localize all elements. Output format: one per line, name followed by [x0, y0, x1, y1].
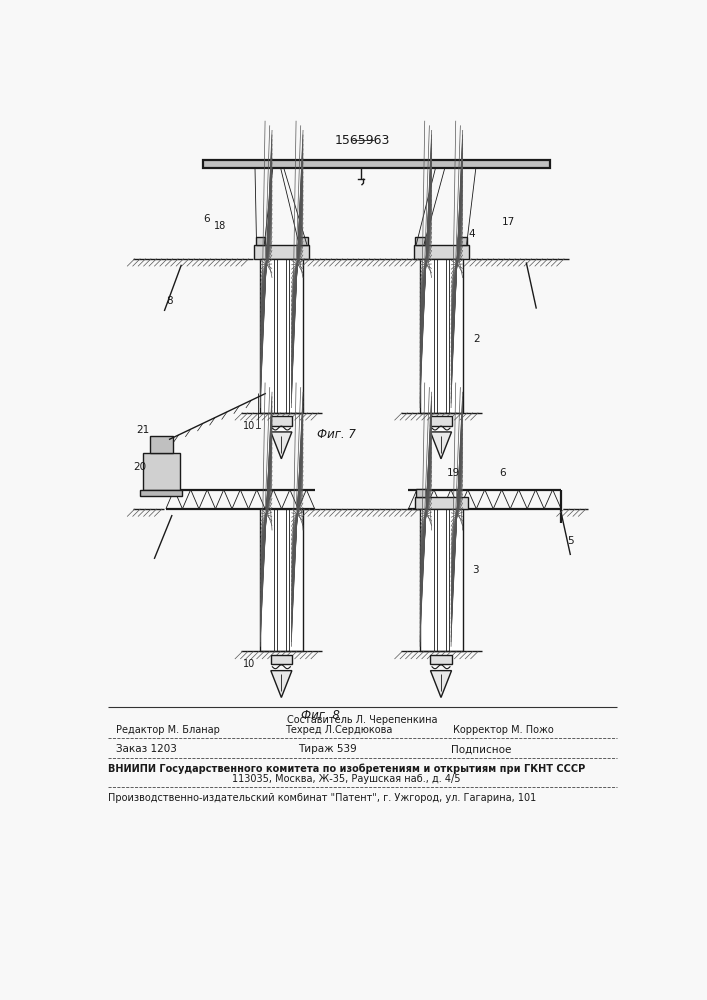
- Text: 4: 4: [468, 229, 474, 239]
- Text: 6: 6: [499, 468, 506, 478]
- Bar: [255, 245, 309, 259]
- Bar: [416, 489, 426, 497]
- Text: Фиг. 8: Фиг. 8: [301, 709, 340, 722]
- Text: 3: 3: [472, 565, 479, 575]
- Text: 1565963: 1565963: [335, 134, 390, 147]
- Bar: [203, 160, 549, 168]
- Bar: [431, 416, 452, 426]
- Polygon shape: [431, 432, 452, 459]
- Bar: [150, 436, 173, 453]
- Bar: [420, 259, 462, 413]
- Text: Редактор М. Бланар: Редактор М. Бланар: [115, 725, 219, 735]
- Text: 17: 17: [502, 217, 515, 227]
- Text: Корректор М. Пожо: Корректор М. Пожо: [452, 725, 554, 735]
- Text: 20: 20: [134, 462, 146, 472]
- Bar: [431, 655, 452, 664]
- Text: Тираж 539: Тираж 539: [298, 744, 356, 754]
- Bar: [143, 453, 180, 490]
- Text: Техред Л.Сердюкова: Техред Л.Сердюкова: [285, 725, 392, 735]
- Bar: [416, 237, 425, 245]
- Bar: [458, 237, 467, 245]
- Polygon shape: [271, 432, 292, 459]
- Polygon shape: [431, 671, 452, 698]
- Bar: [256, 237, 265, 245]
- Text: Производственно-издательский комбинат "Патент", г. Ужгород, ул. Гагарина, 101: Производственно-издательский комбинат "П…: [107, 793, 536, 803]
- Text: 10: 10: [243, 421, 256, 431]
- Text: Заказ 1203: Заказ 1203: [115, 744, 176, 754]
- Bar: [260, 259, 303, 413]
- Text: 6: 6: [203, 214, 210, 224]
- Text: 113035, Москва, Ж-35, Раушская наб., д. 4/5: 113035, Москва, Ж-35, Раушская наб., д. …: [232, 774, 460, 784]
- Text: Фиг. 7: Фиг. 7: [317, 428, 356, 441]
- Text: 10: 10: [243, 659, 256, 669]
- Text: 5: 5: [567, 536, 574, 546]
- Text: 19: 19: [446, 468, 460, 478]
- Bar: [420, 509, 462, 651]
- Bar: [414, 497, 468, 509]
- Text: ВНИИПИ Государственного комитета по изобретениям и открытиям при ГКНТ СССР: ВНИИПИ Государственного комитета по изоб…: [107, 764, 585, 774]
- Bar: [271, 416, 292, 426]
- Text: 21: 21: [136, 425, 150, 435]
- Text: 2: 2: [473, 334, 479, 344]
- Bar: [140, 490, 182, 496]
- Bar: [271, 655, 292, 664]
- Bar: [298, 237, 308, 245]
- Text: 18: 18: [214, 221, 226, 231]
- Text: Составитель Л. Черепенкина: Составитель Л. Черепенкина: [288, 715, 438, 725]
- Text: Подписное: Подписное: [451, 744, 511, 754]
- Text: 8: 8: [166, 296, 173, 306]
- Bar: [260, 509, 303, 651]
- Polygon shape: [271, 671, 292, 698]
- Bar: [414, 245, 469, 259]
